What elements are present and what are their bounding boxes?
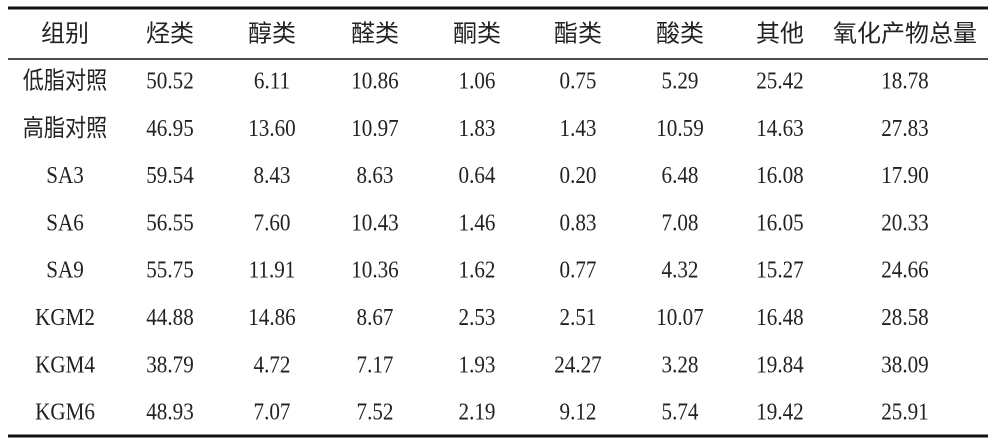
table-cell: 7.07: [254, 398, 291, 425]
table-cell: 10.59: [656, 115, 704, 142]
table-cell: 1.93: [459, 351, 496, 378]
table-cell: 7.60: [254, 209, 291, 236]
table-cell: 2.53: [459, 304, 496, 331]
table-cell: 15.27: [756, 256, 804, 283]
table-cell: 14.63: [756, 115, 804, 142]
table-cell: 1.43: [560, 115, 597, 142]
table-cell: 8.63: [357, 162, 394, 189]
table-cell: 6.11: [254, 67, 290, 94]
table-cell: 0.77: [560, 256, 597, 283]
header-cell: 酯类: [554, 21, 602, 48]
table-cell: 17.90: [881, 162, 929, 189]
table-cell: 5.74: [662, 398, 699, 425]
row-label: SA9: [46, 256, 84, 283]
table-cell: 16.08: [756, 162, 804, 189]
table-cell: 11.91: [249, 256, 296, 283]
row-label: KGM6: [35, 398, 95, 425]
row-label: SA6: [46, 209, 84, 236]
table-cell: 5.29: [662, 67, 699, 94]
table-cell: 38.09: [881, 351, 929, 378]
table-cell: 44.88: [146, 304, 194, 331]
table-cell: 2.51: [560, 304, 597, 331]
table-cell: 10.43: [351, 209, 399, 236]
row-label: 低脂对照: [23, 67, 107, 94]
row-label: SA3: [46, 162, 84, 189]
header-cell: 组别: [41, 21, 89, 48]
table-cell: 1.83: [459, 115, 496, 142]
table-cell: 24.27: [554, 351, 602, 378]
table-cell: 0.83: [560, 209, 597, 236]
table-cell: 7.17: [357, 351, 394, 378]
table-cell: 10.86: [351, 67, 399, 94]
table-cell: 46.95: [146, 115, 194, 142]
table-cell: 38.79: [146, 351, 194, 378]
table-cell: 10.97: [351, 115, 399, 142]
table-cell: 25.42: [756, 67, 804, 94]
row-label: 高脂对照: [23, 115, 107, 142]
table-cell: 14.86: [248, 304, 296, 331]
header-cell: 醇类: [248, 21, 296, 48]
table-cell: 25.91: [881, 398, 929, 425]
table-cell: 0.20: [560, 162, 597, 189]
header-cell: 酸类: [656, 21, 704, 48]
table-cell: 28.58: [881, 304, 929, 331]
table-cell: 3.28: [662, 351, 699, 378]
row-label: KGM4: [35, 351, 95, 378]
table-cell: 59.54: [146, 162, 194, 189]
table-cell: 0.64: [459, 162, 496, 189]
table-cell: 55.75: [146, 256, 194, 283]
header-cell: 醛类: [351, 21, 399, 48]
table-cell: 4.72: [254, 351, 291, 378]
header-cell: 烃类: [146, 21, 194, 48]
table-cell: 7.08: [662, 209, 699, 236]
table-cell: 27.83: [881, 115, 929, 142]
table-cell: 7.52: [357, 398, 394, 425]
table-cell: 56.55: [146, 209, 194, 236]
table-cell: 50.52: [146, 67, 194, 94]
table-cell: 24.66: [881, 256, 929, 283]
table-cell: 1.62: [459, 256, 496, 283]
table-cell: 0.75: [560, 67, 597, 94]
table-cell: 8.67: [357, 304, 394, 331]
table-cell: 20.33: [881, 209, 929, 236]
table-cell: 19.42: [756, 398, 804, 425]
table-cell: 8.43: [254, 162, 291, 189]
row-label: KGM2: [35, 304, 95, 331]
table-cell: 4.32: [662, 256, 699, 283]
table-cell: 16.05: [756, 209, 804, 236]
table-cell: 2.19: [459, 398, 496, 425]
table-cell: 18.78: [881, 67, 929, 94]
table-cell: 16.48: [756, 304, 804, 331]
table-cell: 10.07: [656, 304, 704, 331]
table-cell: 48.93: [146, 398, 194, 425]
table-cell: 19.84: [756, 351, 804, 378]
table-cell: 10.36: [351, 256, 399, 283]
header-cell: 酮类: [453, 21, 501, 48]
table-cell: 9.12: [560, 398, 597, 425]
table-cell: 1.46: [459, 209, 496, 236]
table-cell: 1.06: [459, 67, 496, 94]
header-cell: 氧化产物总量: [833, 21, 977, 48]
table-cell: 6.48: [662, 162, 699, 189]
table-cell: 13.60: [248, 115, 296, 142]
header-cell: 其他: [756, 21, 804, 48]
